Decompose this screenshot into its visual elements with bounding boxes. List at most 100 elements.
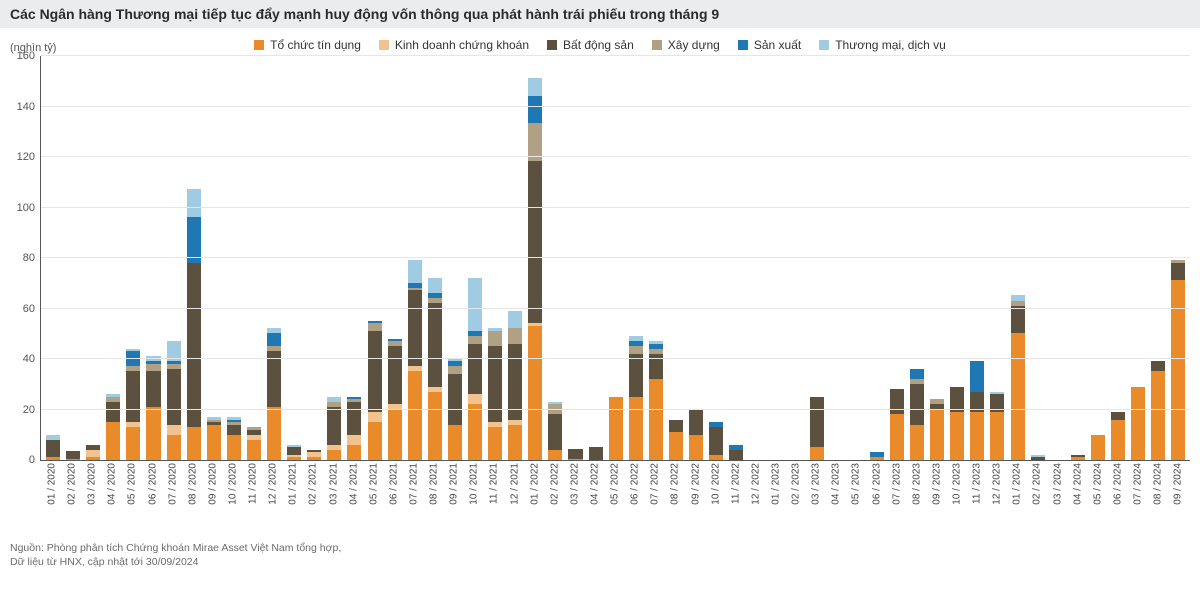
bar-segment-credit: [167, 435, 181, 460]
stacked-bar: [126, 349, 140, 460]
bar-segment-credit: [307, 457, 321, 460]
bar-segment-credit: [609, 397, 623, 460]
bar-slot: [1148, 361, 1168, 460]
bar-slot: [83, 445, 103, 460]
bar-segment-credit: [267, 407, 281, 460]
bar-segment-realestate: [388, 346, 402, 404]
bar-segment-securities: [368, 412, 382, 422]
bar-segment-realestate: [126, 371, 140, 422]
x-tick-label: 05 / 2023: [851, 463, 862, 505]
bar-segment-securities: [347, 435, 361, 445]
x-tick-slot: 09 / 2020: [203, 463, 223, 541]
x-tick-label: 06 / 2021: [388, 463, 399, 505]
x-tick-slot: 02 / 2020: [62, 463, 82, 541]
x-tick-slot: 07 / 2022: [645, 463, 665, 541]
legend-item: Thương mại, dịch vụ: [819, 38, 946, 52]
stacked-bar: [629, 336, 643, 460]
x-tick-slot: 09 / 2023: [927, 463, 947, 541]
x-tick-slot: 08 / 2020: [183, 463, 203, 541]
x-tick-label: 04 / 2020: [107, 463, 118, 505]
bar-slot: [465, 278, 485, 460]
grid-line: [41, 106, 1190, 107]
x-tick-label: 08 / 2022: [670, 463, 681, 505]
stacked-bar: [548, 402, 562, 460]
bar-segment-realestate: [890, 389, 904, 414]
bar-segment-realestate: [1111, 412, 1125, 420]
stacked-bar: [810, 397, 824, 460]
stacked-bar: [347, 397, 361, 460]
bar-slot: [565, 449, 585, 460]
bar-segment-construction: [488, 331, 502, 346]
x-tick-slot: 07 / 2021: [404, 463, 424, 541]
legend-item: Xây dựng: [652, 38, 720, 52]
x-tick-slot: 05 / 2023: [846, 463, 866, 541]
x-tick-label: 12 / 2023: [992, 463, 1003, 505]
bar-slot: [987, 392, 1007, 460]
bar-segment-manufacturing: [528, 96, 542, 124]
bar-segment-credit: [227, 435, 241, 460]
bar-segment-credit: [810, 447, 824, 460]
x-tick-label: 07 / 2023: [891, 463, 902, 505]
x-tick-label: 02 / 2023: [791, 463, 802, 505]
bar-segment-credit: [86, 457, 100, 460]
x-tick-label: 10 / 2023: [951, 463, 962, 505]
x-tick-label: 02 / 2020: [67, 463, 78, 505]
x-tick-label: 09 / 2024: [1173, 463, 1184, 505]
bar-slot: [244, 427, 264, 460]
bars-container: [41, 56, 1190, 460]
x-tick-label: 08 / 2024: [1153, 463, 1164, 505]
x-tick-label: 05 / 2020: [127, 463, 138, 505]
bar-slot: [123, 349, 143, 460]
bar-segment-tradeservice: [428, 278, 442, 293]
bar-segment-credit: [649, 379, 663, 460]
bar-slot: [887, 389, 907, 460]
stacked-bar: [46, 435, 60, 460]
y-tick-label: 160: [17, 50, 41, 62]
bar-segment-construction: [508, 328, 522, 343]
bar-segment-realestate: [46, 440, 60, 458]
bar-slot: [545, 402, 565, 460]
x-tick-label: 09 / 2022: [690, 463, 701, 505]
x-tick-slot: 01 / 2023: [766, 463, 786, 541]
bar-slot: [304, 450, 324, 460]
bar-segment-credit: [1131, 387, 1145, 460]
legend-label: Thương mại, dịch vụ: [835, 38, 946, 52]
x-tick-slot: 08 / 2023: [907, 463, 927, 541]
stacked-bar: [468, 278, 482, 460]
stacked-bar: [1091, 435, 1105, 460]
x-tick-label: 10 / 2022: [710, 463, 721, 505]
bar-slot: [1028, 455, 1048, 460]
stacked-bar: [207, 417, 221, 460]
stacked-bar: [1151, 361, 1165, 460]
bar-segment-realestate: [729, 450, 743, 460]
legend-swatch: [819, 40, 829, 50]
stacked-bar: [408, 260, 422, 460]
bar-segment-credit: [66, 459, 80, 460]
x-tick-label: 10 / 2021: [469, 463, 480, 505]
x-tick-slot: 08 / 2024: [1148, 463, 1168, 541]
x-tick-slot: 01 / 2021: [283, 463, 303, 541]
stacked-bar: [1171, 260, 1185, 460]
stacked-bar: [1011, 295, 1025, 460]
x-tick-label: 09 / 2023: [931, 463, 942, 505]
x-tick-label: 11 / 2021: [489, 463, 500, 504]
bar-segment-credit: [930, 409, 944, 460]
bar-slot: [63, 451, 83, 460]
x-tick-slot: 12 / 2020: [263, 463, 283, 541]
bar-segment-credit: [187, 427, 201, 460]
x-tick-label: 03 / 2020: [87, 463, 98, 505]
x-tick-slot: 12 / 2022: [746, 463, 766, 541]
bar-segment-realestate: [709, 427, 723, 455]
x-tick-slot: 06 / 2023: [866, 463, 886, 541]
bar-slot: [405, 260, 425, 460]
bar-segment-realestate: [106, 402, 120, 422]
bar-slot: [726, 445, 746, 460]
x-tick-slot: 11 / 2022: [726, 463, 746, 541]
x-tick-label: 06 / 2020: [147, 463, 158, 505]
bar-segment-credit: [508, 425, 522, 460]
x-tick-label: 05 / 2021: [368, 463, 379, 505]
bar-segment-credit: [408, 371, 422, 460]
bar-segment-construction: [368, 323, 382, 331]
x-tick-slot: 10 / 2021: [464, 463, 484, 541]
chart-title: Các Ngân hàng Thương mại tiếp tục đẩy mạ…: [0, 0, 1200, 28]
